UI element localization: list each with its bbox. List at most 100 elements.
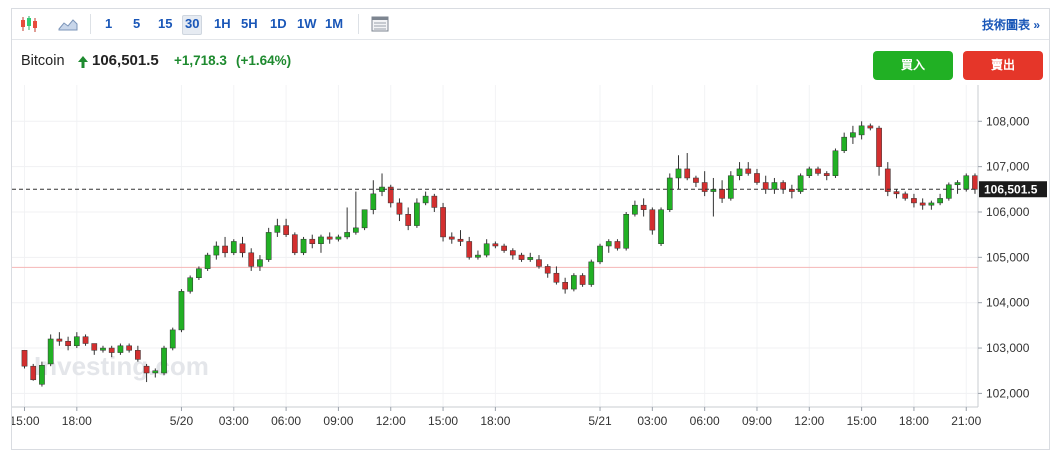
candle — [169, 327, 176, 351]
candle-body — [754, 173, 760, 183]
price-change-percent: (+1.64%) — [236, 53, 292, 68]
candle — [850, 125, 856, 144]
candle — [466, 236, 473, 260]
candle-body — [884, 168, 891, 192]
calendar-grid-icon[interactable] — [369, 13, 391, 35]
candle-body — [283, 225, 289, 235]
candle-body — [509, 250, 516, 256]
candle-body — [178, 291, 185, 331]
candle — [841, 132, 848, 154]
candle-body — [945, 184, 952, 199]
candle — [972, 173, 978, 194]
timeframe-1[interactable]: 1 — [105, 16, 113, 31]
candle — [21, 350, 28, 369]
candle-body — [867, 125, 874, 129]
x-tick-label: 12:00 — [376, 414, 406, 428]
candle-body — [518, 254, 525, 260]
candle-body — [335, 236, 342, 240]
candle — [291, 232, 298, 256]
candle — [39, 361, 45, 387]
candle-body — [954, 182, 961, 186]
candle — [527, 252, 534, 262]
candle-body — [56, 338, 63, 342]
candle — [30, 363, 37, 381]
candle-body — [640, 204, 647, 210]
timeframe-1m[interactable]: 1M — [325, 16, 344, 31]
candle — [414, 198, 420, 228]
up-arrow-icon — [78, 56, 88, 68]
candle-body — [841, 136, 848, 152]
timeframe-1w[interactable]: 1W — [297, 16, 317, 31]
candle — [658, 207, 664, 246]
timeframe-15[interactable]: 15 — [158, 16, 173, 31]
timeframe-5[interactable]: 5 — [133, 16, 141, 31]
x-tick-label: 18:00 — [899, 414, 929, 428]
candle — [135, 345, 141, 362]
candle-body — [483, 243, 490, 256]
candle — [710, 177, 717, 217]
chart-toolbar: 1 5 15 30 1H 5H 1D 1W 1M 技術圖表 » — [12, 9, 1049, 40]
candle — [379, 173, 385, 197]
candle — [588, 259, 595, 287]
y-tick-label: 105,000 — [986, 250, 1030, 264]
candle-body — [649, 209, 656, 231]
technical-chart-link[interactable]: 技術圖表 » — [981, 18, 1040, 32]
candle-body — [536, 259, 542, 267]
x-tick-label: 15:00 — [847, 414, 877, 428]
candle — [509, 248, 516, 260]
candle-body — [571, 275, 577, 290]
candle-body — [161, 347, 167, 374]
candle — [361, 209, 368, 231]
candle — [867, 123, 874, 131]
candle-body — [475, 254, 481, 258]
candle — [771, 177, 778, 194]
candle-body — [858, 125, 865, 136]
candle — [632, 200, 638, 217]
candle — [196, 266, 202, 281]
area-chart-icon[interactable] — [57, 13, 79, 35]
candle — [797, 173, 804, 194]
candle-body — [239, 243, 246, 254]
candle — [344, 207, 350, 240]
timeframe-5h[interactable]: 5H — [241, 16, 258, 31]
candle-body — [527, 257, 534, 260]
candle — [937, 193, 943, 206]
candle — [640, 198, 647, 217]
candle-body — [919, 202, 926, 206]
candle-body — [850, 132, 856, 138]
candle — [126, 343, 132, 353]
candle — [239, 236, 246, 258]
candle-body — [544, 266, 551, 274]
candle — [108, 345, 115, 358]
price-chart[interactable]: Investing.com 108,000 107,000 106,000 105,00… — [12, 85, 1049, 450]
candle — [701, 171, 708, 197]
candle-body — [431, 195, 438, 208]
candle-body — [876, 127, 882, 167]
candle-body — [152, 370, 159, 374]
sell-button[interactable]: 賣出 — [963, 51, 1043, 80]
candle-body — [928, 202, 935, 206]
candle-body — [361, 209, 368, 229]
candle-body — [204, 254, 211, 269]
candle-body — [65, 340, 71, 347]
candle-body — [666, 177, 673, 210]
buy-button[interactable]: 買入 — [873, 51, 953, 80]
timeframe-1h[interactable]: 1H — [214, 16, 231, 31]
candle-body — [972, 175, 978, 190]
candle — [553, 266, 560, 285]
chart-widget: 1 5 15 30 1H 5H 1D 1W 1M 技術圖表 » Bitcoin … — [11, 8, 1050, 450]
candle — [858, 121, 865, 140]
timeframe-30[interactable]: 30 — [182, 15, 203, 35]
candle — [91, 343, 98, 355]
candle-body — [727, 175, 734, 199]
current-price-label: 106,501.5 — [984, 183, 1038, 197]
candle-body — [265, 232, 272, 260]
candle-body — [605, 241, 612, 247]
candle-body — [937, 198, 943, 204]
candle — [954, 180, 961, 194]
timeframe-1d[interactable]: 1D — [270, 16, 287, 31]
candle — [230, 239, 237, 256]
candlestick-chart-icon[interactable] — [18, 13, 40, 35]
candle — [82, 334, 89, 346]
candle — [579, 273, 586, 287]
